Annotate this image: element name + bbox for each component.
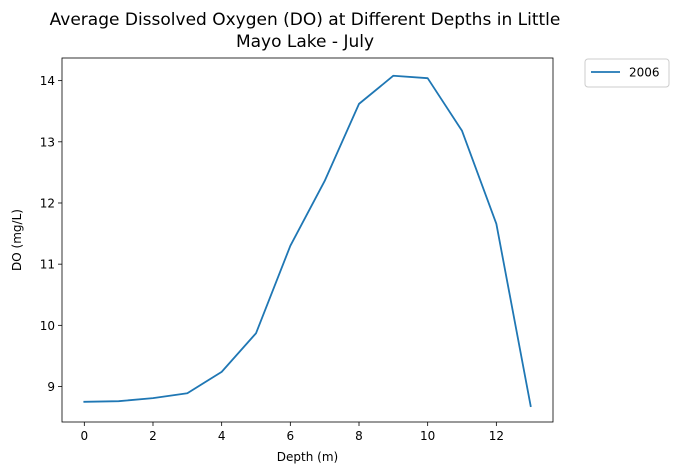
x-tick-label: 6 xyxy=(287,429,295,443)
legend-label-2006: 2006 xyxy=(629,66,660,80)
x-axis-ticks: 0 2 4 6 8 10 12 xyxy=(80,422,504,443)
chart-title-line-2: Mayo Lake - July xyxy=(236,32,374,52)
x-tick-label: 10 xyxy=(420,429,435,443)
y-tick-label: 9 xyxy=(47,380,55,394)
x-axis-label: Depth (m) xyxy=(277,450,338,464)
series-layer xyxy=(83,74,532,408)
y-tick-label: 14 xyxy=(40,74,55,88)
y-tick-label: 10 xyxy=(40,319,55,333)
x-tick-label: 12 xyxy=(489,429,504,443)
y-axis-ticks: 9 10 11 12 13 14 xyxy=(40,74,62,394)
x-tick-label: 2 xyxy=(149,429,157,443)
chart-title: Average Dissolved Oxygen (DO) at Differe… xyxy=(50,10,561,52)
x-tick-label: 8 xyxy=(355,429,363,443)
legend: 2006 xyxy=(584,58,670,88)
chart-title-line-1: Average Dissolved Oxygen (DO) at Differe… xyxy=(50,10,561,30)
y-axis-label: DO (mg/L) xyxy=(10,209,24,271)
plot-area xyxy=(61,57,554,423)
y-tick-label: 13 xyxy=(40,135,55,149)
x-tick-label: 4 xyxy=(218,429,226,443)
series-line-2006 xyxy=(83,74,532,408)
x-tick-label: 0 xyxy=(80,429,88,443)
legend-box xyxy=(584,58,670,88)
y-tick-label: 11 xyxy=(40,258,55,272)
y-tick-label: 12 xyxy=(40,196,55,210)
